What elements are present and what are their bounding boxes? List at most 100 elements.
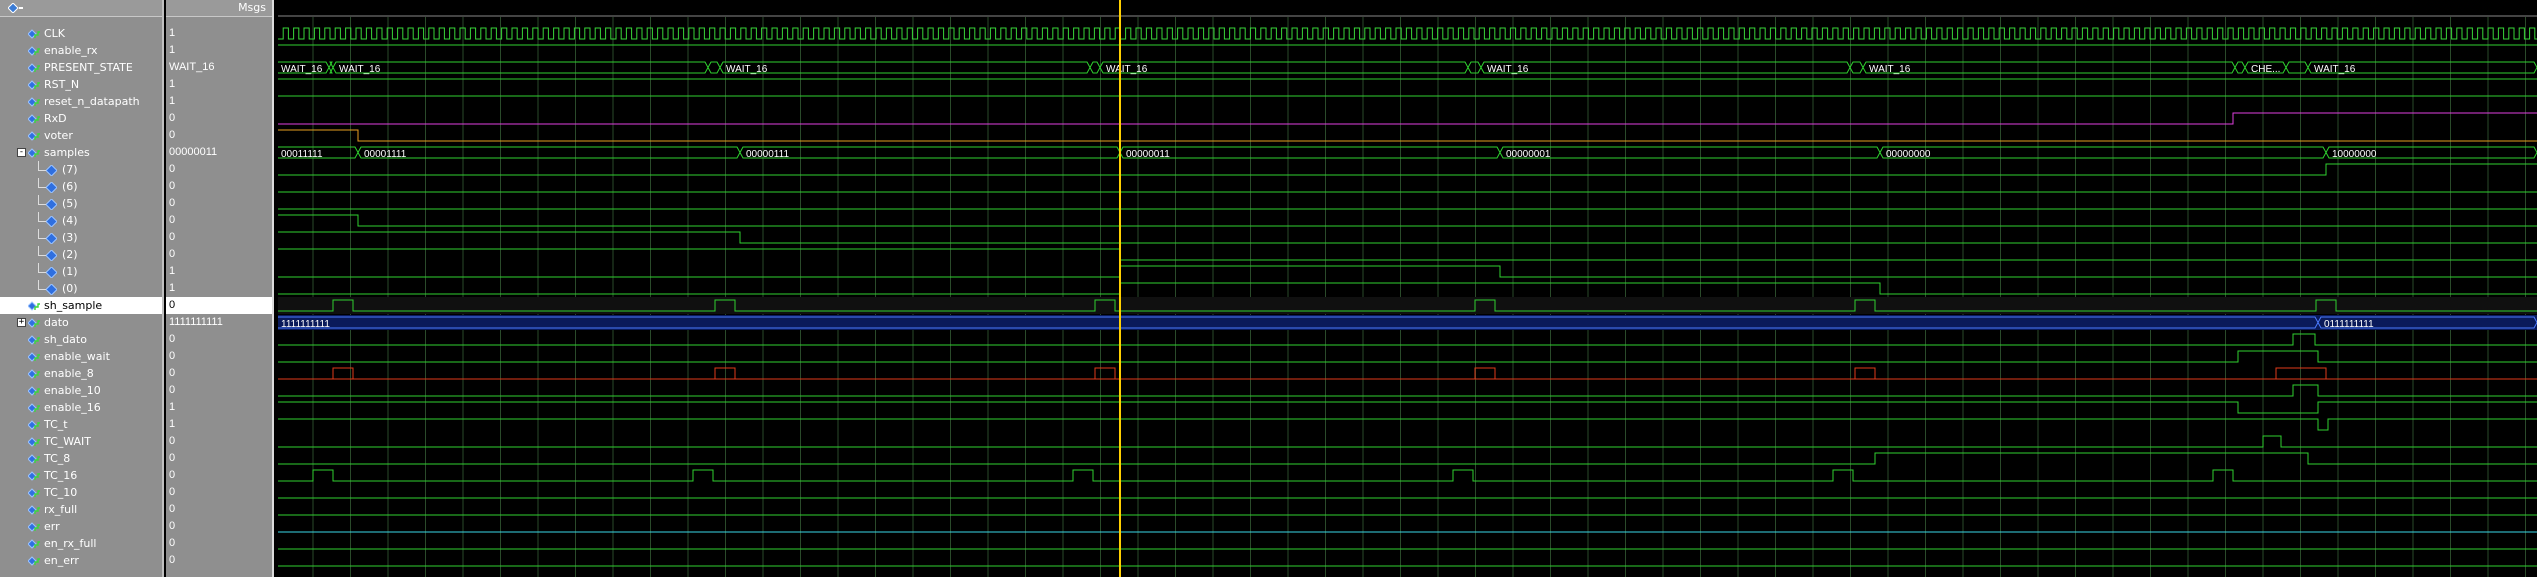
bus-segment	[1119, 146, 1501, 159]
signal-row[interactable]: TC_t	[0, 416, 162, 433]
signal-value-row[interactable]: 1	[166, 42, 272, 59]
signal-row[interactable]: (2)	[0, 246, 162, 263]
signal-row[interactable]: sh_dato	[0, 331, 162, 348]
signal-wave-icon	[27, 487, 40, 498]
bus-value-label: WAIT_16	[281, 64, 323, 75]
wave-menu-icon[interactable]	[7, 2, 23, 14]
signal-row[interactable]: RST_N	[0, 76, 162, 93]
signal-value-row[interactable]: 0	[166, 127, 272, 144]
signal-value-row[interactable]: 0	[166, 433, 272, 450]
waveform-pane[interactable]: WAIT_16 WAIT_16 WAIT_16 WAIT_16 WAIT_16 WAIT_…	[278, 0, 2537, 577]
signal-value-row[interactable]: 1	[166, 76, 272, 93]
signal-value-row[interactable]: 1	[166, 93, 272, 110]
signal-row[interactable]: enable_16	[0, 399, 162, 416]
signal-value: 0	[169, 112, 176, 124]
signal-name: TC_8	[44, 452, 71, 465]
signal-value-row[interactable]: 0	[166, 518, 272, 535]
signal-value-row[interactable]: 0	[166, 212, 272, 229]
signal-row[interactable]: reset_n_datapath	[0, 93, 162, 110]
signal-value-row[interactable]: 1	[166, 263, 272, 280]
signal-row[interactable]: en_err	[0, 552, 162, 569]
bus-segment	[278, 61, 330, 74]
signal-value-row[interactable]: 0	[166, 467, 272, 484]
signal-row[interactable]: enable_10	[0, 382, 162, 399]
signal-name: (0)	[62, 282, 78, 295]
selected-row-highlight	[278, 297, 2537, 314]
signal-row[interactable]: enable_8	[0, 365, 162, 382]
name-pane-header[interactable]	[0, 0, 162, 17]
signal-value: 1	[169, 418, 176, 430]
signal-wave-icon	[27, 385, 40, 396]
signal-row[interactable]: enable_rx	[0, 42, 162, 59]
signal-row[interactable]: rx_full	[0, 501, 162, 518]
signal-name: RxD	[44, 112, 67, 125]
signal-name: (2)	[62, 248, 78, 261]
signal-value-row[interactable]: 0	[166, 229, 272, 246]
signal-row[interactable]: TC_10	[0, 484, 162, 501]
signal-name: CLK	[44, 27, 66, 40]
signal-wave-icon	[27, 130, 40, 141]
signal-wave-icon	[27, 504, 40, 515]
collapse-icon[interactable]: -	[17, 147, 26, 157]
signal-value-row[interactable]: 0	[166, 484, 272, 501]
signal-row[interactable]: PRESENT_STATE	[0, 59, 162, 76]
signal-value-row[interactable]: 1	[166, 280, 272, 297]
signal-name: (6)	[62, 180, 78, 193]
signal-row[interactable]: (5)	[0, 195, 162, 212]
signal-value-row[interactable]: 0	[166, 501, 272, 518]
signal-value-row[interactable]: 0	[166, 178, 272, 195]
signal-value-row[interactable]: 00000011	[166, 144, 272, 161]
signal-row[interactable]: (6)	[0, 178, 162, 195]
signal-row[interactable]: + dato	[0, 314, 162, 331]
signal-value-row[interactable]: 0	[166, 552, 272, 569]
signal-value-row[interactable]: 0	[166, 297, 272, 314]
signal-wave-icon	[27, 113, 40, 124]
signal-value-row[interactable]: 0	[166, 331, 272, 348]
signal-row[interactable]: TC_WAIT	[0, 433, 162, 450]
signal-row[interactable]: RxD	[0, 110, 162, 127]
signal-value-row[interactable]: 0	[166, 110, 272, 127]
signal-value-row[interactable]: 0	[166, 535, 272, 552]
signal-row[interactable]: (7)	[0, 161, 162, 178]
signal-waveform	[278, 384, 2537, 397]
signal-value-row[interactable]: 0	[166, 348, 272, 365]
signal-value-row[interactable]: 0	[166, 195, 272, 212]
signal-waveform	[278, 435, 2537, 448]
signal-value-row[interactable]: 1	[166, 399, 272, 416]
signal-value-row[interactable]: 0	[166, 365, 272, 382]
signal-name: (4)	[62, 214, 78, 227]
signal-name: TC_t	[44, 418, 68, 431]
signal-value-row[interactable]: 1111111111	[166, 314, 272, 331]
signal-row[interactable]: sh_sample	[0, 297, 162, 314]
signal-row[interactable]: enable_wait	[0, 348, 162, 365]
signal-value-row[interactable]: 0	[166, 450, 272, 467]
signal-row[interactable]: CLK	[0, 25, 162, 42]
signal-row[interactable]: (1)	[0, 263, 162, 280]
signal-row[interactable]: TC_8	[0, 450, 162, 467]
signal-wave-icon	[27, 351, 40, 362]
bus-segment	[739, 146, 1121, 159]
signal-value-row[interactable]: 0	[166, 161, 272, 178]
expand-icon[interactable]: +	[17, 317, 26, 327]
signal-value-row[interactable]: 1	[166, 25, 272, 42]
signal-row[interactable]: (0)	[0, 280, 162, 297]
signal-wave-icon	[27, 300, 40, 311]
signal-row[interactable]: - samples	[0, 144, 162, 161]
signal-row[interactable]: voter	[0, 127, 162, 144]
signal-value: 1	[169, 78, 176, 90]
signal-value: 0	[169, 333, 176, 345]
signal-row[interactable]: (4)	[0, 212, 162, 229]
signal-value: 1	[169, 27, 176, 39]
signal-value-row[interactable]: WAIT_16	[166, 59, 272, 76]
signal-row[interactable]: TC_16	[0, 467, 162, 484]
bus-segment	[707, 61, 721, 74]
signal-value-row[interactable]: 1	[166, 416, 272, 433]
waveform-canvas[interactable]: WAIT_16 WAIT_16 WAIT_16 WAIT_16 WAIT_16 WAIT_…	[278, 0, 2537, 577]
signal-value-row[interactable]: 0	[166, 246, 272, 263]
signal-row[interactable]: (3)	[0, 229, 162, 246]
signal-row[interactable]: en_rx_full	[0, 535, 162, 552]
signal-value-row[interactable]: 0	[166, 382, 272, 399]
signal-row[interactable]: err	[0, 518, 162, 535]
value-pane-header: Msgs	[166, 0, 272, 17]
